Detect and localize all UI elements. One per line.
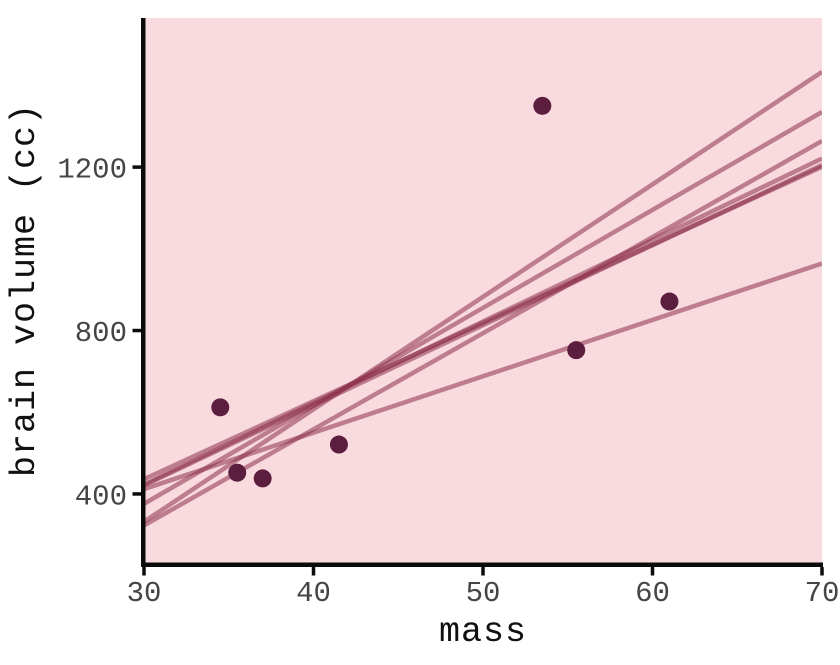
plot-panel [144, 18, 822, 563]
regression-line [144, 139, 822, 528]
data-points [211, 96, 679, 488]
data-point [533, 96, 552, 115]
x-tick-mark [142, 567, 146, 576]
data-point [228, 463, 247, 482]
x-tick-label: 70 [805, 577, 840, 610]
y-tick-mark [132, 328, 141, 333]
regression-line [144, 156, 822, 487]
data-point [660, 292, 679, 311]
regression-line [144, 110, 822, 506]
x-tick-label: 30 [127, 577, 162, 610]
data-point [211, 398, 230, 417]
axis-spines [141, 18, 823, 567]
data-point [329, 435, 348, 454]
y-axis-spine [141, 18, 146, 567]
y-tick-mark [132, 165, 141, 169]
data-point [253, 469, 272, 488]
x-tick-mark [481, 567, 485, 576]
y-tick-label: 1200 [57, 154, 127, 187]
x-tick-mark [820, 567, 824, 576]
regression-lines [144, 70, 822, 528]
y-axis-title: brain volume (cc) [5, 103, 45, 477]
x-tick-mark [311, 567, 316, 576]
data-point [567, 341, 586, 360]
y-tick-label: 400 [75, 480, 127, 513]
x-tick-mark [650, 567, 655, 576]
x-tick-label: 40 [296, 577, 331, 610]
x-tick-label: 50 [466, 577, 501, 610]
axis-ticks: 30 40 50 60 70 400 800 1200 [57, 154, 839, 610]
regression-line [144, 261, 822, 492]
x-tick-label: 60 [635, 577, 670, 610]
regression-line [144, 70, 822, 524]
x-axis-title: mass [439, 612, 527, 652]
x-axis-spine [141, 562, 823, 567]
y-tick-label: 800 [75, 317, 127, 350]
y-tick-mark [132, 492, 141, 496]
